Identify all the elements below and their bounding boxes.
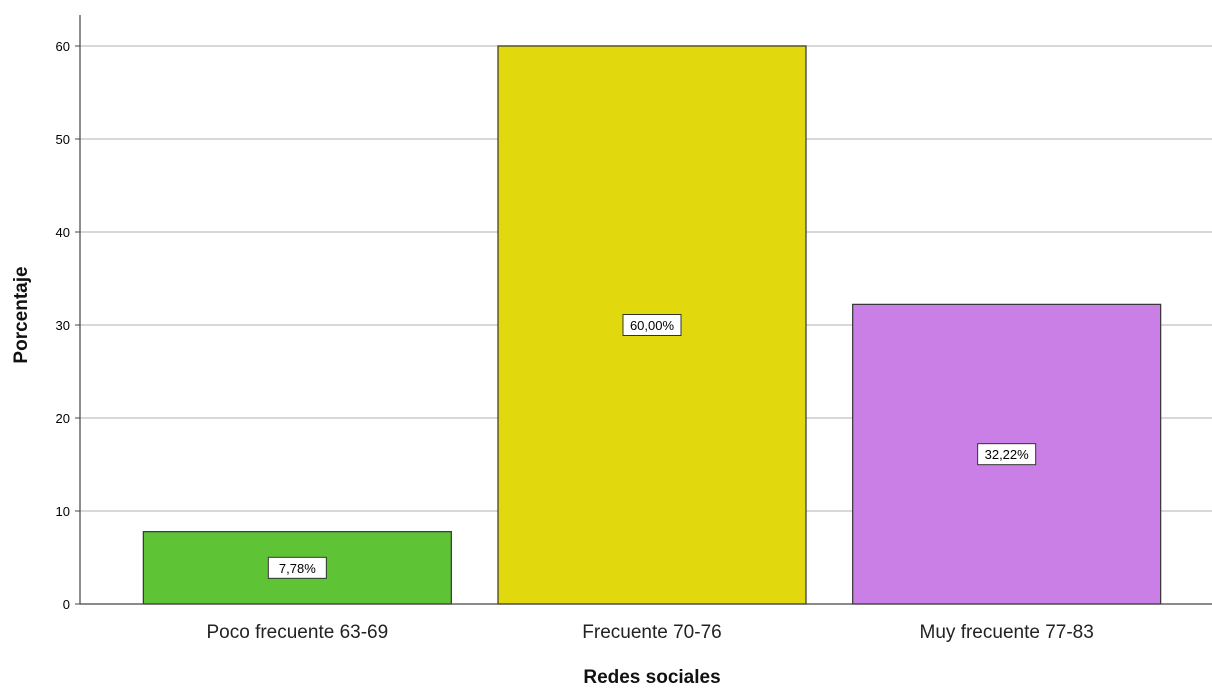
x-category-label: Muy frecuente 77-83 xyxy=(920,622,1094,643)
data-label-text: 7,78% xyxy=(279,561,316,576)
data-labels: 7,78% 60,00% 32,22% xyxy=(267,314,1037,579)
y-tick-label: 40 xyxy=(56,225,70,240)
y-tick-label: 0 xyxy=(63,597,70,612)
data-label-text: 32,22% xyxy=(985,447,1030,462)
y-axis-title: Porcentaje xyxy=(11,266,32,363)
x-category-labels: Poco frecuente 63-69 Frecuente 70-76 Muy f… xyxy=(206,622,1093,643)
x-axis-title: Redes sociales xyxy=(583,667,720,684)
data-label-box xyxy=(267,556,327,579)
y-tick-label: 20 xyxy=(56,411,70,426)
y-tick-label: 10 xyxy=(56,504,70,519)
x-category-label: Poco frecuente 63-69 xyxy=(206,622,388,643)
y-tick-label: 50 xyxy=(56,132,70,147)
axes-layer xyxy=(75,15,1212,605)
data-label: 7,78% xyxy=(267,556,327,579)
data-label-box xyxy=(977,443,1037,466)
data-label: 60,00% xyxy=(622,314,682,336)
x-category-label: Frecuente 70-76 xyxy=(582,622,721,643)
y-tick-label: 30 xyxy=(56,318,70,333)
y-tick-label: 60 xyxy=(56,39,70,54)
data-label: 32,22% xyxy=(977,443,1037,466)
data-label-text: 60,00% xyxy=(630,318,675,333)
y-tick-labels: 0 10 20 30 40 50 60 xyxy=(56,39,70,612)
data-label-box xyxy=(622,314,682,336)
